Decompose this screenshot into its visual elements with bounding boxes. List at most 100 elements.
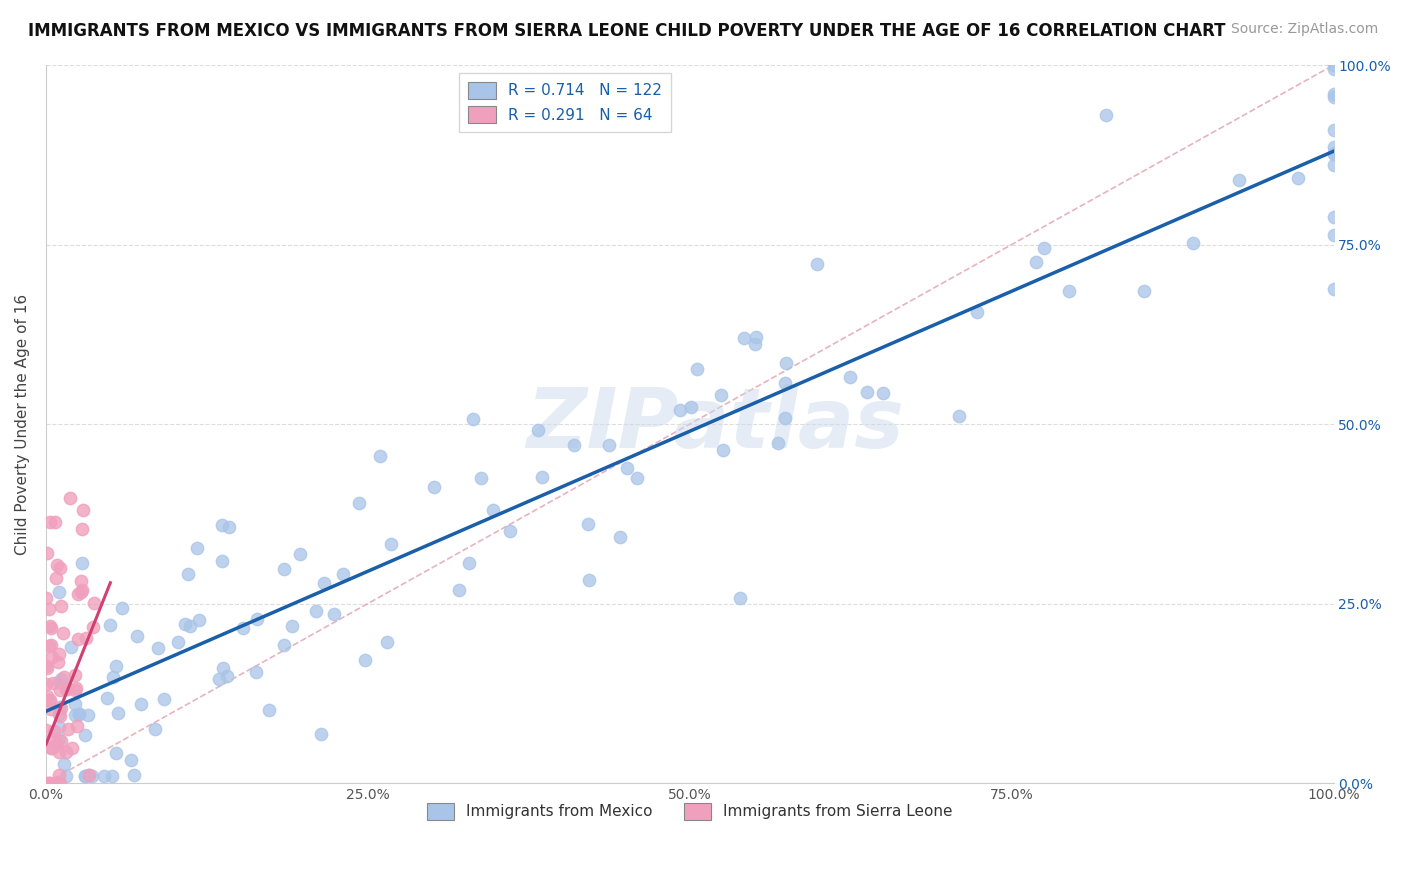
Point <box>463 412 485 426</box>
Point <box>1227 173 1250 187</box>
Point <box>93 769 115 783</box>
Point <box>55 769 77 783</box>
Point <box>60 740 83 755</box>
Y-axis label: Child Poverty Under the Age of 16: Child Poverty Under the Age of 16 <box>15 293 30 555</box>
Point <box>527 423 550 437</box>
Point <box>51 599 73 613</box>
Point <box>354 653 377 667</box>
Text: ZIPatlas: ZIPatlas <box>527 384 904 465</box>
Point <box>39 639 62 653</box>
Point <box>246 612 269 626</box>
Point <box>273 638 295 652</box>
Point <box>1032 241 1054 255</box>
Point <box>323 607 346 621</box>
Point <box>107 706 129 720</box>
Point <box>51 700 73 714</box>
Point <box>82 620 104 634</box>
Point <box>1322 62 1344 77</box>
Point <box>80 769 103 783</box>
Point <box>711 443 734 458</box>
Point <box>39 619 62 633</box>
Point <box>45 558 67 572</box>
Point <box>51 734 73 748</box>
Point <box>598 438 620 452</box>
Point <box>48 709 70 723</box>
Point <box>215 669 238 683</box>
Point <box>775 376 797 391</box>
Point <box>1182 235 1205 250</box>
Point <box>77 768 100 782</box>
Point <box>1322 146 1344 161</box>
Point <box>42 732 65 747</box>
Point <box>101 670 124 684</box>
Point <box>1322 210 1344 224</box>
Point <box>63 683 86 698</box>
Point <box>1322 87 1344 102</box>
Point <box>208 672 231 686</box>
Point <box>39 740 62 755</box>
Point <box>48 561 70 575</box>
Point <box>686 362 709 376</box>
Point <box>1322 282 1344 296</box>
Point <box>449 582 471 597</box>
Point <box>1025 255 1047 269</box>
Point <box>1322 90 1344 104</box>
Point <box>69 585 91 599</box>
Point <box>616 461 638 475</box>
Point <box>856 384 879 399</box>
Point <box>66 719 89 733</box>
Point <box>309 727 332 741</box>
Point <box>482 503 505 517</box>
Point <box>101 769 124 783</box>
Point <box>966 304 988 318</box>
Point <box>48 647 70 661</box>
Point <box>839 370 862 384</box>
Point <box>65 681 87 695</box>
Point <box>44 723 66 738</box>
Point <box>79 768 101 782</box>
Point <box>380 537 402 551</box>
Point <box>56 681 79 696</box>
Point <box>35 661 58 675</box>
Point <box>38 693 60 707</box>
Point <box>125 629 148 643</box>
Point <box>806 257 828 271</box>
Point <box>38 640 60 654</box>
Point <box>41 741 63 756</box>
Point <box>66 632 89 647</box>
Point <box>96 690 118 705</box>
Point <box>44 516 66 530</box>
Point <box>35 591 58 605</box>
Point <box>1286 171 1309 186</box>
Point <box>48 731 70 746</box>
Point <box>1322 122 1344 136</box>
Point <box>73 769 96 783</box>
Point <box>146 641 169 656</box>
Point <box>111 601 134 615</box>
Point <box>578 573 600 587</box>
Point <box>766 436 789 450</box>
Point <box>179 619 201 633</box>
Point <box>332 567 354 582</box>
Point <box>948 409 970 423</box>
Point <box>67 706 90 721</box>
Point <box>60 640 83 655</box>
Point <box>290 547 312 561</box>
Point <box>1322 140 1344 154</box>
Point <box>211 518 233 533</box>
Point <box>530 470 553 484</box>
Point <box>39 621 62 635</box>
Point <box>38 776 60 790</box>
Point <box>1322 158 1344 172</box>
Point <box>679 401 702 415</box>
Point <box>458 556 481 570</box>
Point <box>48 585 70 599</box>
Point <box>39 692 62 706</box>
Point <box>67 706 90 721</box>
Point <box>75 769 97 783</box>
Point <box>375 635 398 649</box>
Point <box>167 634 190 648</box>
Point <box>75 631 97 645</box>
Point <box>257 703 280 717</box>
Point <box>1322 146 1344 161</box>
